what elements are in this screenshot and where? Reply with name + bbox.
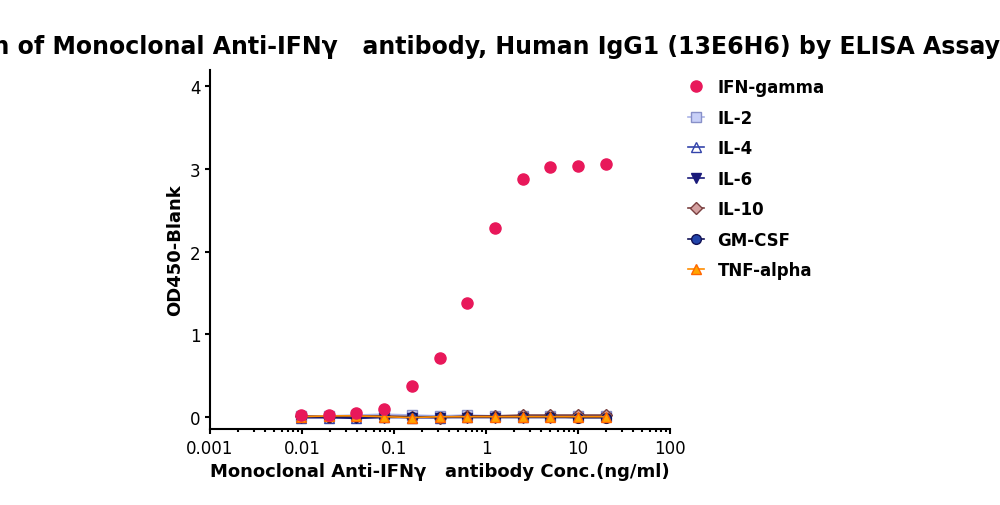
IFN-gamma — [461, 300, 473, 306]
IL-6 — [461, 415, 473, 421]
IL-2 — [295, 413, 307, 419]
TNF-alpha — [517, 414, 529, 420]
IL-6 — [378, 415, 390, 421]
IFN-gamma — [350, 410, 362, 416]
IL-10 — [461, 413, 473, 419]
IL-6 — [295, 415, 307, 421]
IL-4 — [378, 414, 390, 420]
TNF-alpha — [600, 414, 612, 420]
GM-CSF — [295, 414, 307, 420]
IL-10 — [600, 412, 612, 418]
IL-6 — [517, 415, 529, 421]
IL-4 — [323, 415, 335, 421]
Line: GM-CSF: GM-CSF — [296, 412, 611, 423]
IL-10 — [544, 412, 556, 418]
IL-2 — [323, 413, 335, 419]
IFN-gamma — [489, 226, 501, 232]
GM-CSF — [544, 414, 556, 420]
Line: IL-10: IL-10 — [297, 411, 610, 422]
TNF-alpha — [406, 415, 418, 421]
TNF-alpha — [434, 414, 446, 420]
IL-2 — [489, 413, 501, 419]
IL-10 — [323, 414, 335, 420]
Line: IFN-gamma: IFN-gamma — [296, 159, 611, 421]
IL-6 — [434, 415, 446, 421]
IL-4 — [434, 415, 446, 421]
IL-2 — [517, 413, 529, 419]
IL-6 — [406, 415, 418, 421]
IFN-gamma — [544, 165, 556, 171]
GM-CSF — [461, 414, 473, 420]
IL-6 — [323, 415, 335, 421]
IL-4 — [600, 413, 612, 419]
IL-10 — [517, 412, 529, 418]
IL-6 — [489, 415, 501, 421]
IL-2 — [572, 413, 584, 419]
IL-4 — [517, 414, 529, 420]
IFN-gamma — [406, 383, 418, 389]
IL-4 — [489, 413, 501, 419]
IL-2 — [461, 412, 473, 418]
GM-CSF — [406, 414, 418, 420]
IL-2 — [406, 412, 418, 418]
IFN-gamma — [295, 412, 307, 418]
Line: IL-6: IL-6 — [296, 413, 611, 423]
IL-10 — [572, 412, 584, 418]
Y-axis label: OD450-Blank: OD450-Blank — [166, 184, 184, 316]
IL-10 — [295, 413, 307, 419]
TNF-alpha — [572, 414, 584, 420]
IFN-gamma — [434, 356, 446, 362]
GM-CSF — [350, 414, 362, 420]
IL-6 — [572, 415, 584, 421]
GM-CSF — [572, 415, 584, 421]
IL-6 — [350, 416, 362, 422]
IL-4 — [406, 415, 418, 421]
IL-2 — [350, 412, 362, 418]
TNF-alpha — [350, 413, 362, 419]
IL-10 — [434, 415, 446, 421]
IFN-gamma — [323, 412, 335, 418]
IL-2 — [544, 413, 556, 419]
IL-4 — [461, 414, 473, 420]
IL-4 — [544, 413, 556, 419]
GM-CSF — [378, 414, 390, 420]
IL-10 — [350, 413, 362, 419]
TNF-alpha — [295, 414, 307, 420]
IL-2 — [378, 412, 390, 418]
GM-CSF — [489, 414, 501, 420]
GM-CSF — [600, 415, 612, 421]
GM-CSF — [434, 414, 446, 420]
Line: IL-2: IL-2 — [296, 410, 611, 421]
IL-4 — [295, 415, 307, 421]
IL-4 — [350, 415, 362, 421]
IFN-gamma — [572, 163, 584, 169]
TNF-alpha — [323, 413, 335, 419]
GM-CSF — [323, 414, 335, 420]
IFN-gamma — [378, 407, 390, 413]
IFN-gamma — [517, 176, 529, 182]
Line: IL-4: IL-4 — [296, 411, 611, 423]
IL-10 — [406, 414, 418, 420]
IFN-gamma — [600, 162, 612, 168]
Legend: IFN-gamma, IL-2, IL-4, IL-6, IL-10, GM-CSF, TNF-alpha: IFN-gamma, IL-2, IL-4, IL-6, IL-10, GM-C… — [688, 79, 825, 280]
TNF-alpha — [378, 414, 390, 420]
TNF-alpha — [544, 414, 556, 420]
TNF-alpha — [489, 414, 501, 420]
IL-6 — [544, 415, 556, 421]
IL-10 — [489, 413, 501, 419]
IL-2 — [600, 413, 612, 419]
IL-2 — [434, 413, 446, 419]
IL-10 — [378, 413, 390, 419]
GM-CSF — [517, 414, 529, 420]
IL-4 — [572, 413, 584, 419]
TNF-alpha — [461, 414, 473, 420]
X-axis label: Monoclonal Anti-IFNγ   antibody Conc.(ng/ml): Monoclonal Anti-IFNγ antibody Conc.(ng/m… — [210, 463, 670, 480]
IL-6 — [600, 415, 612, 421]
Line: TNF-alpha: TNF-alpha — [296, 411, 611, 423]
Title: Detection of Monoclonal Anti-IFNγ   antibody, Human IgG1 (13E6H6) by ELISA Assay: Detection of Monoclonal Anti-IFNγ antibo… — [0, 35, 1000, 59]
